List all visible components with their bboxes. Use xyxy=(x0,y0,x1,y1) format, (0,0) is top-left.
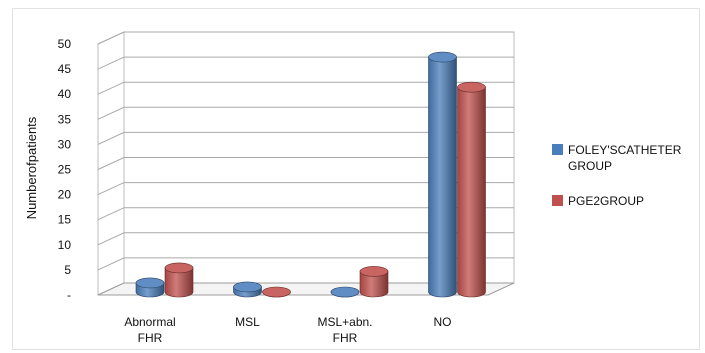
y-axis-title: Numberofpatients xyxy=(24,116,39,219)
gridline xyxy=(97,31,514,45)
gridline xyxy=(97,106,514,120)
bar xyxy=(330,286,360,298)
y-tick-label: 30 xyxy=(58,137,72,151)
legend-label: GROUP xyxy=(568,159,612,173)
y-tick-label: 15 xyxy=(58,213,72,227)
bars xyxy=(135,51,486,298)
x-category-label: NO xyxy=(434,315,452,329)
y-tick-label: 45 xyxy=(58,62,72,76)
legend-swatch xyxy=(552,195,563,206)
x-category-label: FHR xyxy=(333,331,358,345)
gridline xyxy=(97,56,514,70)
x-category-label: Abnormal xyxy=(124,315,175,329)
y-tick-label: - xyxy=(67,288,71,302)
chart-floor xyxy=(97,282,515,296)
bar xyxy=(359,266,389,298)
y-tick-label: 10 xyxy=(58,238,72,252)
gridline xyxy=(97,81,514,95)
gridline xyxy=(97,207,514,221)
floor xyxy=(97,282,515,296)
gridline xyxy=(97,182,514,196)
x-category-label: MSL+abn. xyxy=(317,315,372,329)
legend-label: PGE2GROUP xyxy=(568,194,644,208)
bar xyxy=(164,262,194,298)
legend: FOLEY'SCATHETER GROUP PGE2GROUP xyxy=(552,143,682,208)
y-tick-label: 25 xyxy=(58,163,72,177)
bar xyxy=(135,277,165,298)
y-tick-label: 40 xyxy=(58,87,72,101)
gridline xyxy=(97,157,514,170)
legend-label: FOLEY'SCATHETER xyxy=(568,143,682,157)
y-tick-label: 5 xyxy=(64,263,71,277)
y-tick-label: 35 xyxy=(58,112,72,126)
gridline xyxy=(97,257,514,271)
y-tick-label: 20 xyxy=(58,188,72,202)
gridlines xyxy=(97,31,514,271)
gridline xyxy=(97,131,514,145)
x-category-label: MSL xyxy=(235,315,260,329)
bar xyxy=(428,51,457,298)
y-axis-ticks: - 5 10 15 20 25 30 35 40 45 50 xyxy=(58,37,72,302)
y-tick-label: 50 xyxy=(58,37,72,51)
x-category-label: FHR xyxy=(138,331,163,345)
bar xyxy=(262,286,291,298)
gridline xyxy=(97,232,514,246)
legend-swatch xyxy=(552,144,563,155)
x-axis-categories: Abnormal FHR MSL MSL+abn. FHR NO xyxy=(124,315,451,345)
bar xyxy=(233,281,262,298)
bar xyxy=(457,81,486,298)
